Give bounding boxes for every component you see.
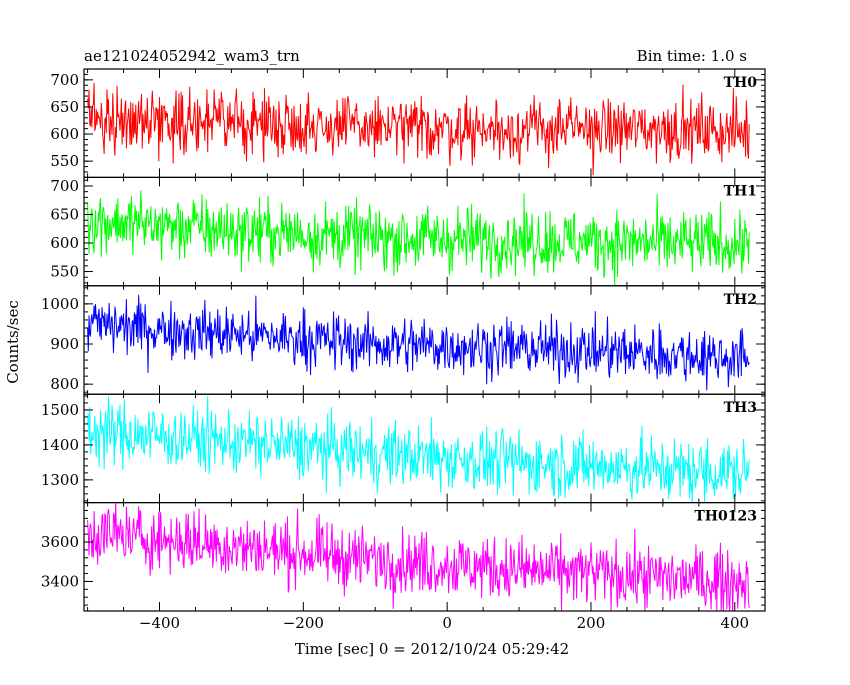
- x-tick-label: 0: [442, 614, 452, 632]
- panel-label-th3: TH3: [724, 400, 757, 416]
- y-tick-label: 1000: [41, 295, 79, 313]
- x-tick-label: 400: [720, 614, 749, 632]
- panel-label-th0123: TH0123: [694, 509, 757, 525]
- panel-frame: [83, 502, 766, 612]
- x-tick-label: −200: [283, 614, 324, 632]
- x-tick-label: 200: [577, 614, 606, 632]
- panel-label-th2: TH2: [724, 292, 757, 308]
- y-tick-label: 1500: [41, 401, 79, 419]
- y-tick-label: 650: [50, 205, 79, 223]
- y-tick-label: 800: [50, 375, 79, 393]
- y-tick-label: 550: [50, 263, 79, 281]
- panel-th1: 550 600 650 700 TH1: [50, 176, 766, 287]
- panel-th2: 800 900 1000 TH2: [41, 285, 766, 395]
- y-tick-label: 900: [50, 335, 79, 353]
- panels-layer: 550 600 650 700 TH0 550 600 650 700 TH1 800 900 1000…: [41, 68, 766, 632]
- y-tick-label: 3600: [41, 533, 79, 551]
- y-axis-title: Counts/sec: [4, 300, 22, 384]
- panel-th3: 1300 1400 1500 TH3: [41, 393, 766, 504]
- y-tick-label: 600: [50, 234, 79, 252]
- y-tick-label: 550: [50, 152, 79, 170]
- series-line-th0: [87, 83, 750, 176]
- panel-label-th1: TH1: [724, 183, 757, 199]
- series-line-th1: [87, 190, 750, 286]
- series-line-th0123: [87, 502, 750, 612]
- series-line-th2: [87, 294, 750, 391]
- y-tick-label: 700: [50, 71, 79, 89]
- series-line-th3: [87, 396, 750, 503]
- y-tick-label: 600: [50, 125, 79, 143]
- y-tick-label: 700: [50, 177, 79, 195]
- x-axis-title: Time [sec] 0 = 2012/10/24 05:29:42: [295, 640, 569, 658]
- panel-th0123: 3400 3600 TH0123: [41, 502, 766, 612]
- panel-th0: 550 600 650 700 TH0: [50, 68, 766, 179]
- bin-time-label: Bin time: 1.0 s: [637, 47, 747, 65]
- y-tick-label: 3400: [41, 572, 79, 590]
- y-tick-label: 1300: [41, 471, 79, 489]
- panel-label-th0: TH0: [724, 75, 758, 91]
- y-tick-label: 650: [50, 98, 79, 116]
- x-tick-label: −400: [139, 614, 180, 632]
- observation-id-title: ae121024052942_wam3_trn: [84, 47, 300, 65]
- y-tick-label: 1400: [41, 436, 79, 454]
